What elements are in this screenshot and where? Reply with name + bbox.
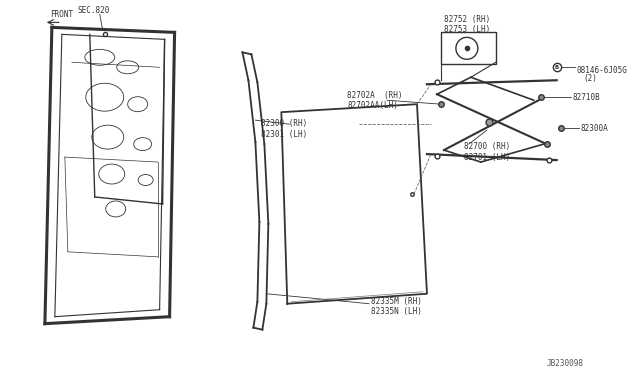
Text: 82335M (RH)
82335N (LH): 82335M (RH) 82335N (LH) <box>371 297 422 317</box>
Text: 82702A  (RH)
82702AA(LH): 82702A (RH) 82702AA(LH) <box>347 90 403 110</box>
Text: 82700 (RH)
82701 (LH): 82700 (RH) 82701 (LH) <box>464 142 510 162</box>
Text: B: B <box>554 65 559 70</box>
Text: 82300A: 82300A <box>580 124 609 133</box>
Text: (2): (2) <box>584 74 598 83</box>
Bar <box>441 32 496 64</box>
Text: 82752 (RH)
82753 (LH): 82752 (RH) 82753 (LH) <box>444 15 490 34</box>
Text: SEC.820: SEC.820 <box>78 6 110 15</box>
Text: 82300 (RH)
82301 (LH): 82300 (RH) 82301 (LH) <box>261 119 308 139</box>
Text: JB230098: JB230098 <box>547 359 584 368</box>
Text: FRONT: FRONT <box>50 10 73 19</box>
Text: 08146-6J05G: 08146-6J05G <box>577 66 627 75</box>
Text: 82710B: 82710B <box>573 93 600 102</box>
